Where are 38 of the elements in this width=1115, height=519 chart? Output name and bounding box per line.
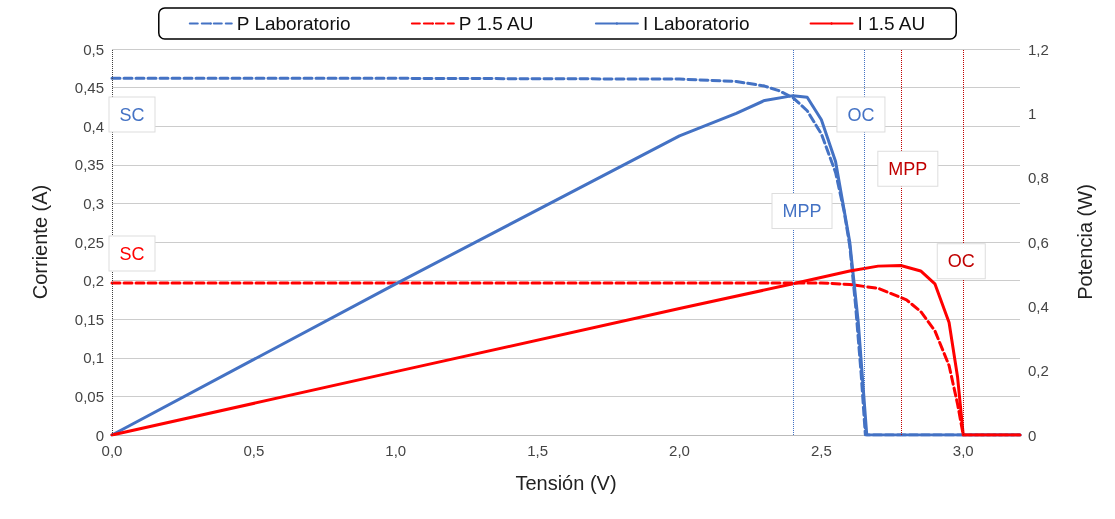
legend-label: P Laboratorio: [236, 13, 351, 34]
ref-line-label: OC: [947, 251, 975, 272]
x-tick-label: 0,0: [101, 442, 123, 459]
x-tick-label: 3,0: [952, 442, 974, 459]
annotation: SC: [119, 104, 145, 125]
y-axis-title: Corriente (A): [29, 184, 51, 300]
y2-tick-label: 1: [1028, 104, 1037, 122]
y-tick-label: 0,4: [83, 117, 104, 135]
y-tick-label: 0,5: [83, 40, 104, 58]
legend-label: P 1.5 AU: [458, 13, 534, 34]
y2-tick-label: 0: [1028, 426, 1037, 444]
y2-tick-label: 1,2: [1028, 40, 1049, 58]
ref-line-label: MPP: [888, 158, 928, 179]
y-tick-label: 0,1: [83, 349, 104, 367]
y2-axis-title: Potencia (W): [1074, 184, 1096, 300]
y-tick-label: 0,2: [83, 272, 104, 290]
x-tick-label: 2,0: [669, 442, 690, 459]
y2-tick-label: 0,6: [1028, 233, 1049, 251]
x-tick-label: 1,0: [385, 442, 407, 459]
ref-line-label: OC: [847, 104, 875, 125]
y-tick-label: 0,45: [74, 79, 104, 97]
ref-line-label: MPP: [782, 201, 822, 222]
y-tick-label: 0,35: [74, 156, 104, 174]
x-tick-label: 1,5: [527, 442, 549, 459]
x-tick-label: 0,5: [243, 442, 265, 459]
y-tick-label: 0,05: [74, 387, 104, 405]
y2-tick-label: 0,2: [1028, 362, 1049, 380]
y2-tick-label: 0,4: [1028, 297, 1049, 315]
y2-tick-label: 0,8: [1028, 169, 1049, 187]
y-tick-label: 0,3: [83, 194, 104, 212]
annotation: SC: [119, 243, 145, 264]
y-tick-label: 0,15: [74, 310, 104, 328]
x-tick-label: 2,5: [810, 442, 832, 459]
x-axis-title: Tensión (V): [515, 472, 617, 494]
legend-label: I Laboratorio: [642, 13, 750, 34]
y-tick-label: 0,25: [74, 233, 104, 251]
legend-label: I 1.5 AU: [857, 13, 926, 34]
y-tick-label: 0: [95, 426, 104, 444]
